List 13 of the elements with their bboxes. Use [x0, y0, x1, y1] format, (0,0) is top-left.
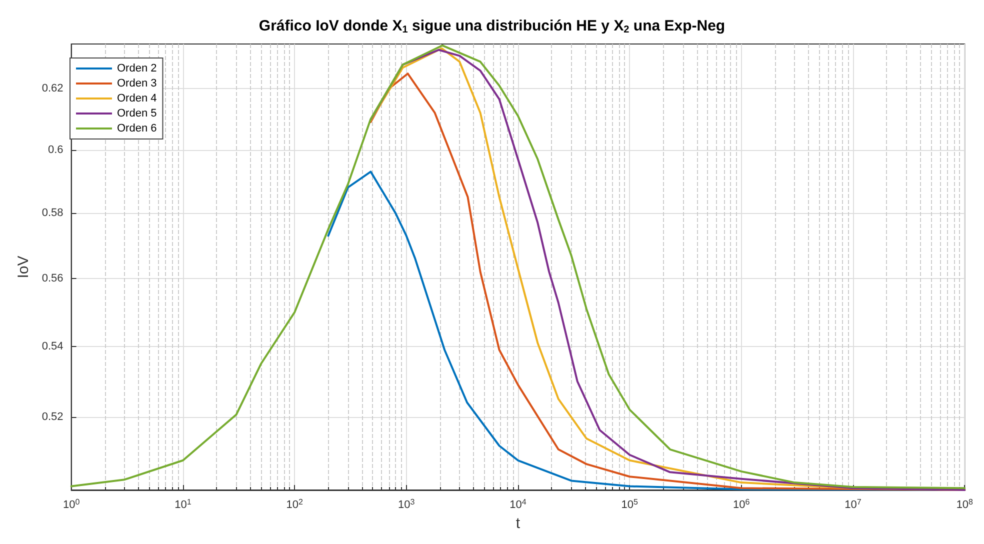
y-tick-label: 0.6 — [48, 144, 64, 156]
y-tick-label: 0.58 — [42, 207, 64, 220]
y-tick-label: 0.62 — [42, 82, 64, 95]
legend-label: Orden 2 — [117, 62, 157, 74]
y-tick-label: 0.54 — [42, 340, 64, 352]
legend-label: Orden 3 — [117, 78, 157, 90]
y-tick-label: 0.52 — [42, 410, 64, 423]
legend-label: Orden 6 — [117, 122, 157, 134]
x-axis-title: t — [516, 515, 521, 532]
y-axis-title: IoV — [15, 256, 32, 278]
legend-label: Orden 4 — [117, 92, 157, 104]
y-tick-label: 0.56 — [42, 272, 64, 285]
legend-label: Orden 5 — [117, 108, 157, 120]
